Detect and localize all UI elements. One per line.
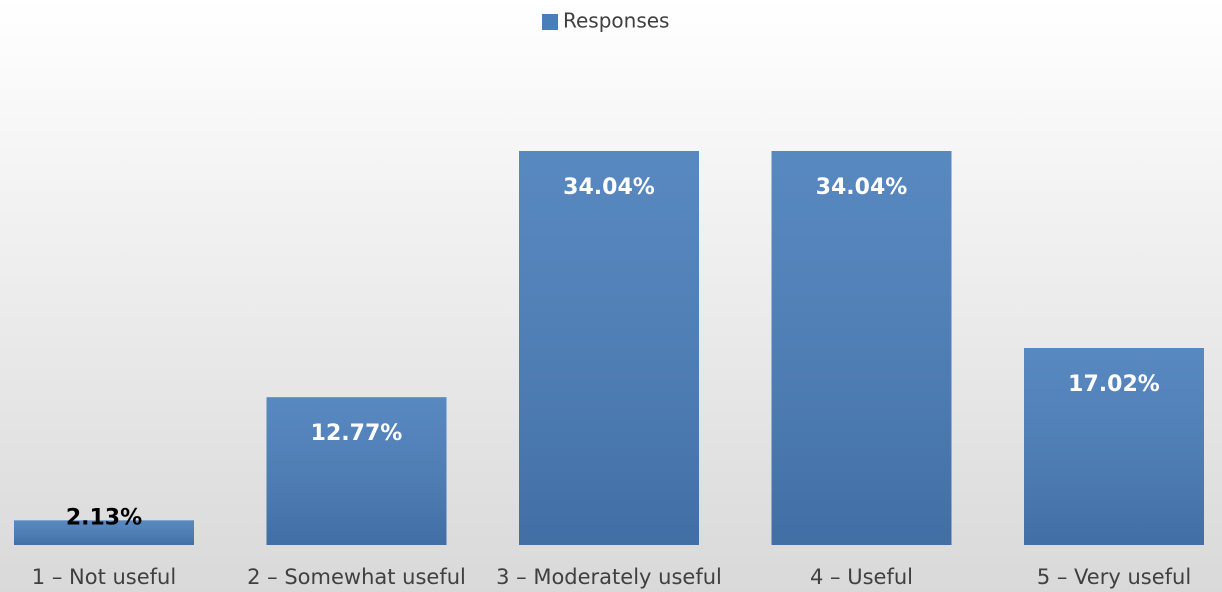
data-label: 2.13% (66, 505, 142, 530)
data-label: 17.02% (1068, 372, 1160, 397)
bar-shade (14, 520, 194, 545)
bar-shade (1024, 348, 1204, 545)
bar-shade (266, 397, 447, 545)
x-tick-label: 4 – Useful (810, 565, 913, 589)
legend-label: Responses (563, 9, 669, 33)
data-label: 34.04% (563, 175, 655, 200)
legend-swatch (542, 14, 558, 30)
x-tick-label: 2 – Somewhat useful (247, 565, 466, 589)
bar-shade (519, 151, 699, 545)
data-label: 12.77% (311, 421, 403, 446)
x-tick-label: 3 – Moderately useful (496, 565, 722, 589)
data-label: 34.04% (816, 175, 908, 200)
bar-shade (771, 151, 952, 545)
x-tick-label: 1 – Not useful (32, 565, 176, 589)
x-tick-label: 5 – Very useful (1037, 565, 1191, 589)
